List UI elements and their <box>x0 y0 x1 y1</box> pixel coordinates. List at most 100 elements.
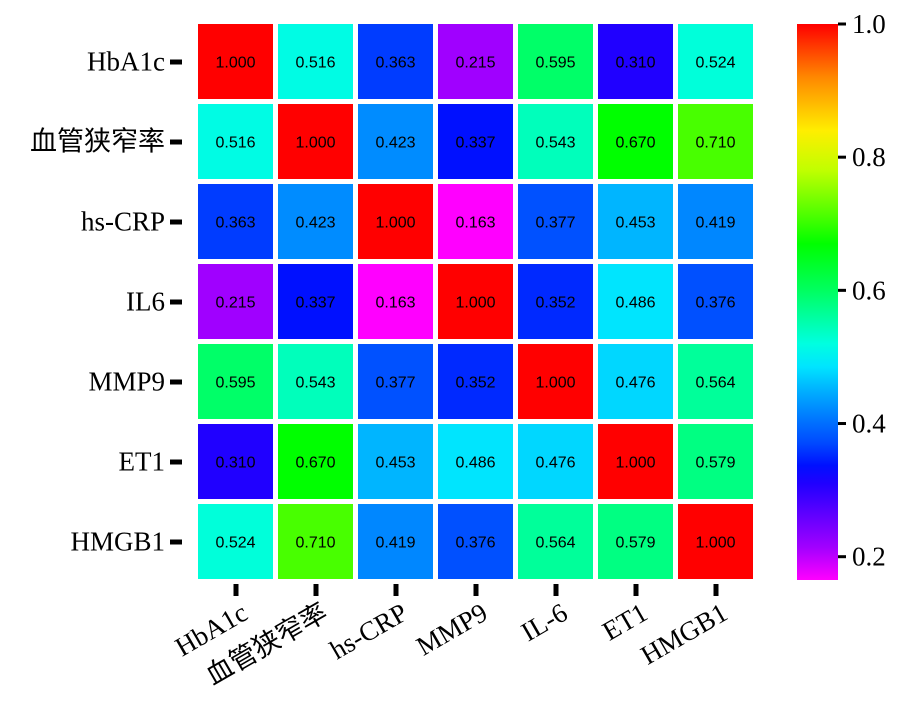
heatmap-cell <box>358 504 433 579</box>
colorbar-tick <box>838 22 846 26</box>
heatmap-cell <box>358 264 433 339</box>
cell-value: 0.595 <box>535 55 575 72</box>
cell-value: 0.543 <box>535 135 575 152</box>
heatmap-cell <box>438 24 513 99</box>
colorbar-tick-label: 0.4 <box>852 409 886 439</box>
y-axis-label: ET1 <box>119 447 166 477</box>
heatmap-cell <box>358 104 433 179</box>
colorbar-tick <box>838 422 846 426</box>
heatmap-cell <box>198 264 273 339</box>
heatmap-cell <box>518 184 593 259</box>
heatmap-cell <box>678 264 753 339</box>
heatmap-cell <box>438 184 513 259</box>
y-axis-tick <box>170 59 182 65</box>
heatmap-cell <box>438 424 513 499</box>
heatmap-cell <box>198 104 273 179</box>
x-axis-tick <box>233 584 239 596</box>
heatmap-cell <box>678 24 753 99</box>
heatmap-cell <box>358 424 433 499</box>
heatmap-cell <box>278 264 353 339</box>
cell-value: 0.453 <box>615 215 655 232</box>
cell-value: 0.215 <box>455 55 495 72</box>
x-axis-tick <box>553 584 559 596</box>
heatmap-cell <box>198 424 273 499</box>
cell-value: 1.000 <box>535 375 575 392</box>
cell-value: 0.376 <box>455 535 495 552</box>
heatmap-cell <box>438 504 513 579</box>
cell-value: 0.423 <box>375 135 415 152</box>
cell-value: 0.710 <box>295 535 335 552</box>
heatmap-cell <box>358 344 433 419</box>
cell-value: 1.000 <box>455 295 495 312</box>
cell-value: 1.000 <box>375 215 415 232</box>
cell-value: 0.453 <box>375 455 415 472</box>
x-axis-tick <box>713 584 719 596</box>
heatmap-cell <box>598 24 673 99</box>
heatmap-cell <box>358 184 433 259</box>
cell-value: 0.486 <box>615 295 655 312</box>
cell-value: 0.423 <box>295 215 335 232</box>
cell-value: 0.595 <box>215 375 255 392</box>
heatmap-cell <box>518 104 593 179</box>
heatmap-cell <box>278 424 353 499</box>
cell-value: 0.564 <box>695 375 735 392</box>
x-axis-tick <box>473 584 479 596</box>
y-axis-tick <box>170 379 182 385</box>
heatmap-cell <box>278 504 353 579</box>
cell-value: 0.516 <box>215 135 255 152</box>
cell-value: 1.000 <box>215 55 255 72</box>
x-axis-tick <box>313 584 319 596</box>
cell-value: 0.376 <box>695 295 735 312</box>
heatmap-cell <box>278 104 353 179</box>
y-axis-label: HbA1c <box>87 47 165 77</box>
cell-value: 0.543 <box>295 375 335 392</box>
colorbar-tick-label: 0.2 <box>852 542 886 572</box>
cell-value: 0.377 <box>375 375 415 392</box>
cell-value: 0.419 <box>375 535 415 552</box>
y-axis-label: IL6 <box>126 287 165 317</box>
cell-value: 1.000 <box>695 535 735 552</box>
heatmap-cell <box>598 344 673 419</box>
y-axis-tick <box>170 299 182 305</box>
heatmap-cell <box>678 424 753 499</box>
heatmap-cell <box>198 24 273 99</box>
x-axis-label: MMP9 <box>411 597 492 661</box>
heatmap-cell <box>598 504 673 579</box>
cell-value: 0.215 <box>215 295 255 312</box>
y-axis-tick <box>170 219 182 225</box>
x-axis-label: IL-6 <box>516 597 573 647</box>
heatmap-cell <box>518 424 593 499</box>
heatmap-cell <box>278 344 353 419</box>
x-axis-tick <box>633 584 639 596</box>
heatmap-cell <box>198 184 273 259</box>
heatmap-cell <box>198 344 273 419</box>
heatmap-cell <box>518 24 593 99</box>
cell-value: 0.310 <box>615 55 655 72</box>
heatmap-cell <box>358 24 433 99</box>
heatmap-cell <box>278 184 353 259</box>
heatmap-cell <box>518 264 593 339</box>
cell-value: 0.363 <box>375 55 415 72</box>
cell-value: 0.670 <box>615 135 655 152</box>
heatmap-cell <box>438 264 513 339</box>
cell-value: 0.310 <box>215 455 255 472</box>
x-axis-tick <box>393 584 399 596</box>
colorbar-tick-label: 1.0 <box>852 9 886 39</box>
cell-value: 0.377 <box>535 215 575 232</box>
y-axis-tick <box>170 539 182 545</box>
cell-value: 0.337 <box>455 135 495 152</box>
cell-value: 0.670 <box>295 455 335 472</box>
cell-value: 0.476 <box>615 375 655 392</box>
cell-value: 0.352 <box>455 375 495 392</box>
cell-value: 0.363 <box>215 215 255 232</box>
y-axis-label: MMP9 <box>88 367 165 397</box>
y-axis-label: hs-CRP <box>81 207 165 237</box>
heatmap-cell <box>438 104 513 179</box>
colorbar-tick <box>838 555 846 559</box>
cell-value: 0.419 <box>695 215 735 232</box>
colorbar-tick <box>838 288 846 292</box>
cell-value: 0.352 <box>535 295 575 312</box>
y-axis-tick <box>170 459 182 465</box>
y-axis-label: HMGB1 <box>70 527 165 557</box>
